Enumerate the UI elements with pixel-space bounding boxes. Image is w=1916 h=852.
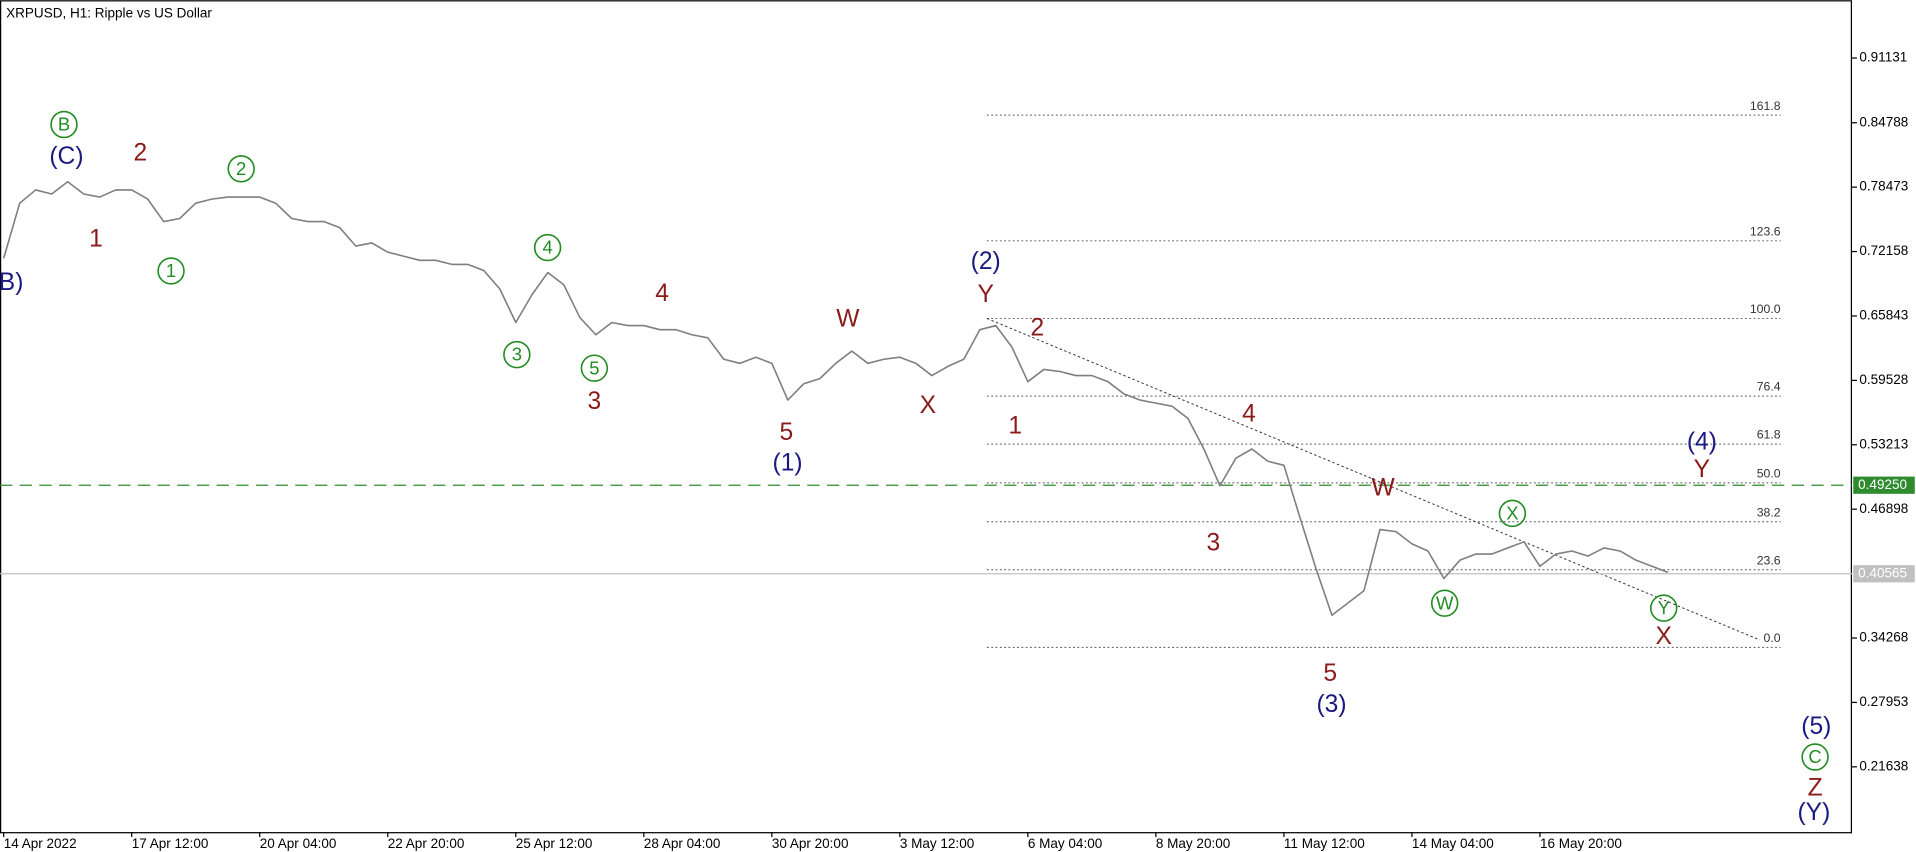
y-tick-label: 0.84788 xyxy=(1859,114,1908,129)
wave-label: C xyxy=(1808,746,1821,767)
wave-circle xyxy=(157,257,185,285)
wave-circle xyxy=(50,110,78,139)
y-tick-label: 0.78473 xyxy=(1859,179,1908,194)
wave-label: 4 xyxy=(542,237,552,258)
trendline xyxy=(986,317,1760,641)
wave-label: 5 xyxy=(1323,660,1337,687)
fib-label: 61.8 xyxy=(1757,428,1781,442)
y-tick-label: 0.34268 xyxy=(1859,630,1908,645)
x-tick-label: 11 May 12:00 xyxy=(1284,836,1365,851)
price-line xyxy=(2,180,1669,617)
wave-circle xyxy=(580,354,609,382)
x-tick-label: 14 Apr 2022 xyxy=(4,836,77,851)
wave-label: (4) xyxy=(1687,429,1717,456)
wave-circle xyxy=(227,155,255,183)
wave-label: 4 xyxy=(1242,400,1256,427)
x-tick-label: 6 May 04:00 xyxy=(1028,836,1102,851)
x-tick-label: 3 May 12:00 xyxy=(900,836,974,851)
x-tick-label: 22 Apr 20:00 xyxy=(388,836,465,851)
y-tick-label: 0.21638 xyxy=(1859,758,1908,773)
wave-label: (5) xyxy=(1801,713,1831,740)
wave-circle xyxy=(503,340,531,369)
wave-label: 1 xyxy=(1008,413,1022,440)
wave-label: 3 xyxy=(512,344,522,365)
y-tick-label: 0.53213 xyxy=(1859,436,1908,451)
y-tick-label: 0.46898 xyxy=(1859,501,1908,516)
fib-label: 23.6 xyxy=(1757,553,1781,567)
x-tick-label: 20 Apr 04:00 xyxy=(260,836,337,851)
wave-label: Y xyxy=(1694,456,1710,483)
wave-label: 1 xyxy=(166,260,176,281)
wave-label: 5 xyxy=(779,419,793,446)
fib-label: 50.0 xyxy=(1757,467,1781,481)
x-tick-label: 30 Apr 20:00 xyxy=(772,836,849,851)
y-tick-label: 0.72158 xyxy=(1859,243,1908,258)
wave-label: W xyxy=(1436,592,1454,613)
wave-circle xyxy=(533,233,562,262)
fib-label: 100.0 xyxy=(1750,302,1781,316)
wave-label: X xyxy=(1656,623,1672,650)
wave-label: (2) xyxy=(971,248,1001,275)
wave-circle xyxy=(1801,743,1829,771)
wave-circle xyxy=(1498,499,1527,528)
wave-label: 2 xyxy=(133,140,147,167)
current-price-label: 0.40565 xyxy=(1858,565,1907,580)
wave-label: 4 xyxy=(655,280,669,307)
x-tick-label: 14 May 04:00 xyxy=(1412,836,1494,851)
wave-label: W xyxy=(1372,474,1396,501)
y-tick-label: 0.59528 xyxy=(1859,372,1908,387)
level-label: 0.49250 xyxy=(1858,477,1907,492)
wave-label: (1) xyxy=(773,450,803,477)
wave-label: Y xyxy=(977,281,993,308)
fib-label: 123.6 xyxy=(1750,224,1781,238)
x-tick-label: 17 Apr 12:00 xyxy=(132,836,209,851)
current-price-box xyxy=(1853,565,1915,583)
wave-label: 2 xyxy=(1031,314,1045,341)
wave-label: (Y) xyxy=(1797,799,1830,826)
chart-title: XRPUSD, H1: Ripple vs US Dollar xyxy=(6,5,212,20)
wave-label: 3 xyxy=(1206,530,1220,557)
fib-label: 76.4 xyxy=(1757,380,1781,394)
wave-label: (C) xyxy=(49,143,83,170)
plot-frame xyxy=(0,0,1853,834)
wave-label: 2 xyxy=(236,158,246,179)
wave-circle xyxy=(1430,589,1459,617)
wave-label: 5 xyxy=(589,357,599,378)
y-tick-label: 0.91131 xyxy=(1859,50,1907,65)
wave-label: B xyxy=(58,114,70,135)
wave-label: Y xyxy=(1658,597,1670,618)
x-tick-label: 25 Apr 12:00 xyxy=(516,836,593,851)
wave-label: X xyxy=(920,392,936,419)
fib-label: 38.2 xyxy=(1757,505,1781,519)
wave-label: Z xyxy=(1808,775,1823,802)
fib-label: 0.0 xyxy=(1764,631,1781,645)
wave-label: 3 xyxy=(588,388,602,415)
wave-label: 1 xyxy=(89,226,103,253)
wave-label: (3) xyxy=(1316,691,1346,718)
x-tick-label: 8 May 20:00 xyxy=(1156,836,1230,851)
x-tick-label: 28 Apr 04:00 xyxy=(644,836,721,851)
y-tick-label: 0.27953 xyxy=(1859,694,1908,709)
wave-label: B) xyxy=(0,269,23,296)
y-tick-label: 0.65843 xyxy=(1859,308,1908,323)
level-box xyxy=(1853,476,1915,494)
wave-label: X xyxy=(1506,502,1518,523)
wave-circle xyxy=(1650,594,1678,622)
x-tick-label: 16 May 20:00 xyxy=(1540,836,1622,851)
fib-label: 161.8 xyxy=(1750,99,1781,113)
wave-label: W xyxy=(836,306,860,333)
